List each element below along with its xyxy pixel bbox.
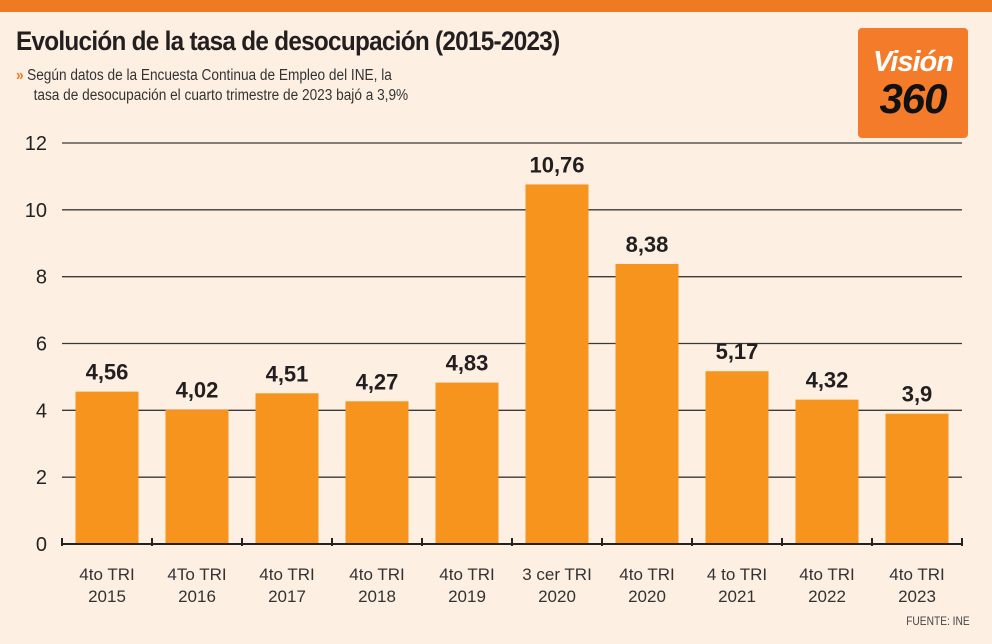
data-label: 5,17 — [716, 339, 759, 364]
y-tick-label: 4 — [36, 400, 47, 422]
y-tick-label: 2 — [36, 467, 47, 489]
bar — [615, 263, 679, 544]
x-tick-label: 4to TRI — [889, 565, 944, 584]
x-tick-label: 2020 — [628, 587, 666, 606]
data-label: 4,32 — [806, 368, 849, 393]
bar — [795, 399, 859, 544]
data-label: 4,56 — [86, 360, 129, 385]
top-accent-bar — [0, 0, 992, 12]
y-tick-label: 12 — [25, 133, 47, 155]
data-label: 8,38 — [626, 232, 669, 257]
x-tick-label: 2015 — [88, 587, 126, 606]
bar — [435, 382, 499, 544]
chart-title: Evolución de la tasa de desocupación (20… — [16, 26, 560, 56]
data-label: 3,9 — [902, 382, 933, 407]
bar — [255, 393, 319, 544]
x-tick-label: 3 cer TRI — [522, 565, 592, 584]
data-label: 4,83 — [446, 351, 489, 376]
x-tick-label: 2019 — [448, 587, 486, 606]
bar — [885, 413, 949, 544]
bar — [525, 184, 589, 545]
x-tick-label: 4 to TRI — [707, 565, 767, 584]
x-tick-label: 2017 — [268, 587, 306, 606]
data-label: 4,51 — [266, 361, 309, 386]
logo-text-vision: Visión — [873, 46, 954, 78]
x-tick-label: 4To TRI — [167, 565, 226, 584]
x-tick-label: 2016 — [178, 587, 216, 606]
x-tick-label: 2023 — [898, 587, 936, 606]
data-label: 4,02 — [176, 378, 219, 403]
subtitle-line-2: tasa de desocupación el cuarto trimestre… — [33, 87, 409, 104]
x-tick-label: 4to TRI — [619, 565, 674, 584]
y-tick-label: 6 — [36, 334, 47, 356]
vision360-logo: Visión 360 — [858, 28, 968, 138]
x-tick-label: 2022 — [808, 587, 846, 606]
chevron-double-right-icon: » — [16, 67, 24, 84]
bar — [75, 391, 139, 544]
data-label: 4,27 — [356, 369, 399, 394]
x-tick-label: 4to TRI — [259, 565, 314, 584]
y-tick-label: 0 — [36, 534, 47, 556]
x-tick-label: 2020 — [538, 587, 576, 606]
y-tick-label: 8 — [36, 267, 47, 289]
y-tick-label: 10 — [25, 200, 47, 222]
x-tick-label: 2018 — [358, 587, 396, 606]
bar — [705, 371, 769, 544]
logo-text-360: 360 — [879, 75, 947, 122]
x-tick-label: 4to TRI — [349, 565, 404, 584]
x-tick-label: 4to TRI — [439, 565, 494, 584]
bar — [165, 409, 229, 544]
x-tick-label: 2021 — [718, 587, 756, 606]
x-tick-label: 4to TRI — [799, 565, 854, 584]
chart-subtitle: » Según datos de la Encuesta Continua de … — [16, 66, 408, 106]
subtitle-line-1: Según datos de la Encuesta Continua de E… — [27, 67, 392, 84]
x-tick-label: 4to TRI — [79, 565, 134, 584]
bar — [345, 401, 409, 544]
source-note: FUENTE: INE — [906, 614, 970, 628]
data-label: 10,76 — [529, 152, 584, 177]
